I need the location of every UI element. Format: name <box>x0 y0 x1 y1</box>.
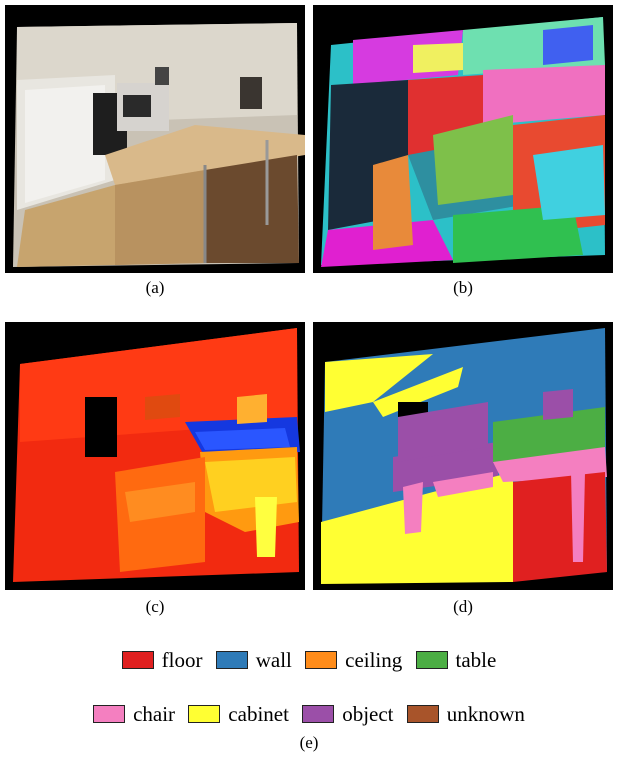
legend-caption: (e) <box>299 733 319 752</box>
legend-item-wall: wall <box>215 648 292 673</box>
legend-label-wall: wall <box>255 648 292 672</box>
kitchen-photo-image <box>5 5 305 273</box>
panel-d-labels <box>313 322 613 590</box>
legend-row-2: chair cabinet object unknown <box>0 702 618 727</box>
panel-b-caption: (b) <box>453 278 473 297</box>
legend-item-cabinet: cabinet <box>188 702 289 727</box>
ceiling-swatch <box>305 651 338 669</box>
table-swatch <box>415 651 448 669</box>
legend-label-object: object <box>342 702 394 726</box>
panel-a-caption: (a) <box>145 278 165 297</box>
segmentation-image <box>313 5 613 273</box>
legend-item-table: table <box>415 648 497 673</box>
legend-label-unknown: unknown <box>446 702 525 726</box>
cabinet-swatch <box>188 705 221 723</box>
legend-label-chair: chair <box>133 702 176 726</box>
panel-a-photo <box>5 5 305 273</box>
legend-label-table: table <box>455 648 497 672</box>
legend-item-chair: chair <box>93 702 175 727</box>
panel-d-caption: (d) <box>453 597 473 616</box>
depth-map-image <box>5 322 305 590</box>
legend-item-object: object <box>302 702 394 727</box>
floor-swatch <box>121 651 154 669</box>
legend-row-1: floor wall ceiling table <box>0 648 618 673</box>
panel-b-segmentation <box>313 5 613 273</box>
legend-label-floor: floor <box>161 648 203 672</box>
panel-c-caption: (c) <box>145 597 165 616</box>
chair-swatch <box>93 705 126 723</box>
legend-label-cabinet: cabinet <box>228 702 289 726</box>
object-swatch <box>302 705 335 723</box>
legend-label-ceiling: ceiling <box>345 648 403 672</box>
legend-item-ceiling: ceiling <box>305 648 402 673</box>
unknown-swatch <box>406 705 439 723</box>
wall-swatch <box>215 651 248 669</box>
panel-c-depth <box>5 322 305 590</box>
legend-item-floor: floor <box>121 648 203 673</box>
legend-item-unknown: unknown <box>406 702 525 727</box>
semantic-labels-image <box>313 322 613 590</box>
